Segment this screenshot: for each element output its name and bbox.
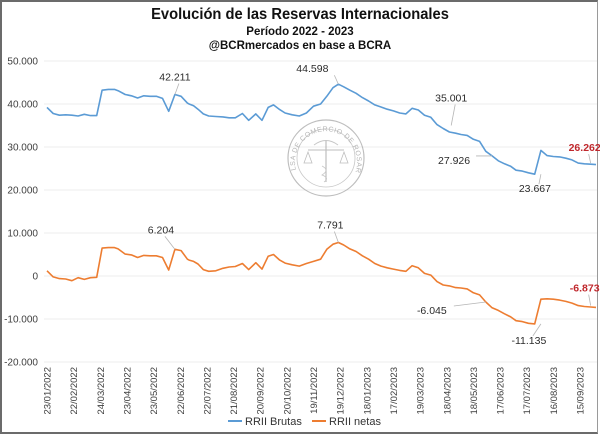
chart-title: Evolución de las Reservas Internacionale… [151, 6, 449, 23]
x-tick-label: 17/07/2023 [522, 367, 533, 415]
data-label: 7.791 [317, 219, 343, 231]
data-label: -11.135 [511, 335, 546, 347]
x-tick-label: 24/03/2022 [96, 367, 107, 415]
x-tick-label: 15/09/2023 [576, 367, 587, 415]
x-tick-label: 17/02/2023 [389, 367, 400, 415]
x-tick-label: 23/01/2022 [43, 367, 54, 415]
x-tick-label: 18/04/2023 [442, 367, 453, 415]
data-label: 6.204 [148, 224, 174, 236]
chart-source: @BCRmercados en base a BCRA [208, 40, 392, 52]
label-leader-line [334, 75, 339, 85]
label-leader-line [532, 323, 542, 337]
label-leader-line [588, 294, 592, 306]
data-label: -6.045 [417, 305, 447, 317]
gridlines [44, 60, 597, 363]
data-label: 27.926 [438, 155, 470, 167]
x-tick-label: 22/06/2022 [176, 367, 187, 415]
label-leader-line [538, 174, 542, 185]
legend-label: RRII Brutas [245, 416, 302, 428]
label-leader-line [174, 83, 180, 95]
y-tick-label: 40.000 [7, 100, 38, 111]
y-axis-ticks: 50.000 40.000 30.000 20.000 10.000 0 -10.000 -2… [4, 57, 38, 369]
data-label: 44.598 [296, 63, 328, 75]
y-tick-label: -20.000 [4, 358, 38, 369]
data-labels: 42.211 44.598 35.001 27.926 23.667 26.262 6.20… [148, 63, 600, 347]
x-tick-label: 17/06/2023 [496, 367, 507, 415]
y-tick-label: 50.000 [7, 57, 38, 68]
y-tick-label: 10.000 [7, 229, 38, 240]
y-tick-label: 0 [32, 272, 38, 283]
x-tick-label: 20/09/2022 [256, 367, 267, 415]
x-tick-label: 19/12/2022 [336, 367, 347, 415]
x-axis-ticks: 23/01/2022 22/02/2022 24/03/2022 23/04/2022… [43, 367, 587, 415]
x-tick-label: 23/05/2022 [149, 367, 160, 415]
x-tick-label: 19/03/2023 [416, 367, 427, 415]
x-tick-label: 18/05/2023 [469, 367, 480, 415]
x-tick-label: 20/10/2022 [282, 367, 293, 415]
series-line-rrii-netas [46, 241, 597, 325]
y-tick-label: -10.000 [4, 315, 38, 326]
legend: RRII Brutas RRII netas [228, 416, 381, 428]
x-tick-label: 16/08/2023 [549, 367, 560, 415]
label-leader-line [450, 104, 456, 126]
data-label: 42.211 [159, 71, 190, 83]
x-tick-label: 18/01/2023 [362, 367, 373, 415]
label-leader-line [588, 153, 592, 164]
label-leader-line [333, 231, 339, 243]
x-tick-label: 23/04/2022 [122, 367, 133, 415]
x-tick-label: 22/07/2022 [202, 367, 213, 415]
series-lines [46, 83, 597, 325]
data-label: 23.667 [519, 183, 551, 195]
data-label: -6.873 [570, 283, 600, 295]
x-tick-label: 21/08/2022 [229, 367, 240, 415]
y-tick-label: 20.000 [7, 186, 38, 197]
x-tick-label: 19/11/2022 [309, 367, 320, 414]
data-label: 26.262 [569, 142, 600, 154]
chart-subtitle: Período 2022 - 2023 [246, 26, 354, 38]
data-label: 35.001 [435, 92, 467, 104]
label-leader-line [453, 301, 486, 307]
legend-label: RRII netas [329, 416, 381, 428]
label-leader-line [164, 236, 176, 250]
x-tick-label: 22/02/2022 [69, 367, 80, 415]
y-tick-label: 30.000 [7, 143, 38, 154]
svg-text:BOLSA DE COMERCIO DE ROSARIO: BOLSA DE COMERCIO DE ROSARIO [0, 0, 362, 174]
